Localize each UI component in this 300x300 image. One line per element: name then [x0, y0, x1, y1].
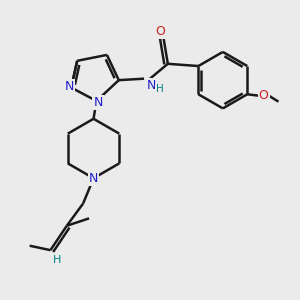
- Text: O: O: [259, 89, 269, 102]
- Text: H: H: [53, 255, 61, 265]
- Text: N: N: [65, 80, 74, 93]
- Text: O: O: [155, 25, 165, 38]
- Text: N: N: [93, 96, 103, 109]
- Text: N: N: [89, 172, 98, 185]
- Text: H: H: [156, 84, 164, 94]
- Text: N: N: [147, 79, 156, 92]
